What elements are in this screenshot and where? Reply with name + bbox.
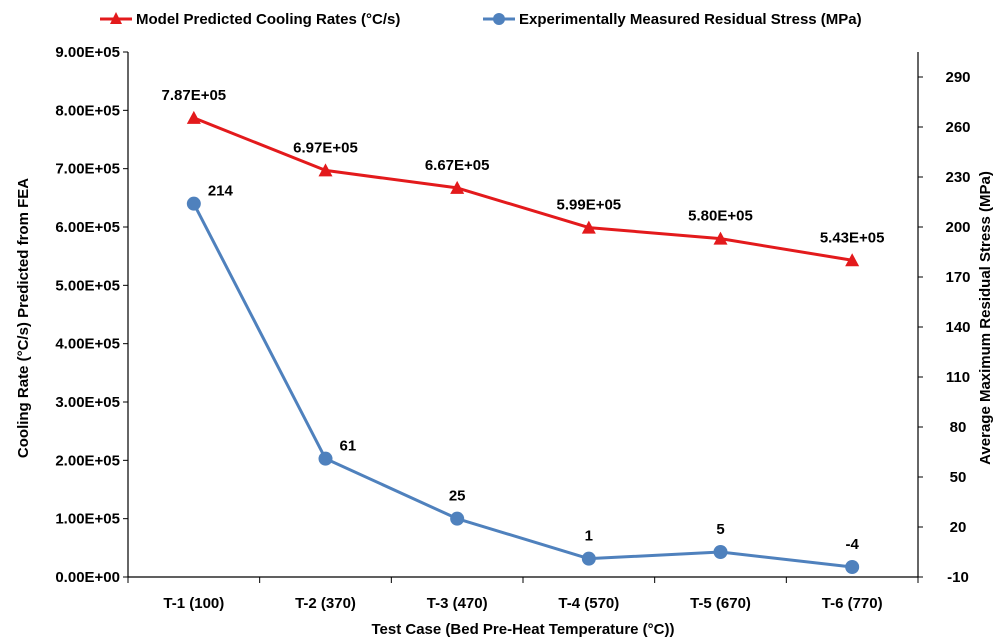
right-axis-ticks: -10 20 50 80 110 140 170 200 230 260 290 bbox=[918, 69, 971, 586]
left-tick-label: 0.00E+00 bbox=[55, 569, 120, 586]
legend-marker-circle bbox=[493, 13, 505, 25]
residual-stress-data-label: 214 bbox=[208, 183, 234, 200]
x-tick-label: T-1 (100) bbox=[163, 595, 224, 612]
legend-label-residual-stress: Experimentally Measured Residual Stress … bbox=[519, 11, 862, 28]
x-tick-label: T-3 (470) bbox=[427, 595, 488, 612]
x-tick-label: T-5 (670) bbox=[690, 595, 751, 612]
x-tick-label: T-2 (370) bbox=[295, 595, 356, 612]
series-lines bbox=[192, 116, 853, 569]
residual-stress-data-label: -4 bbox=[845, 536, 859, 553]
right-tick-label: 50 bbox=[950, 469, 967, 486]
residual-stress-data-label: 1 bbox=[585, 528, 593, 545]
residual-stress-line bbox=[192, 202, 853, 569]
left-axis-title: Cooling Rate (°C/s) Predicted from FEA bbox=[15, 178, 32, 458]
right-tick-label: 170 bbox=[945, 269, 970, 286]
left-tick-label: 9.00E+05 bbox=[55, 44, 120, 61]
residual-stress-point bbox=[713, 545, 728, 559]
left-tick-label: 5.00E+05 bbox=[55, 277, 120, 294]
right-tick-label: 260 bbox=[945, 119, 970, 136]
left-tick-label: 2.00E+05 bbox=[55, 452, 120, 469]
cooling-rate-point bbox=[713, 231, 728, 245]
right-tick-label: -10 bbox=[947, 569, 969, 586]
left-tick-label: 6.00E+05 bbox=[55, 219, 120, 236]
cooling-rate-point bbox=[318, 163, 333, 177]
cooling-rate-point bbox=[581, 220, 596, 234]
x-tick-label: T-6 (770) bbox=[822, 595, 883, 612]
cooling-rate-line bbox=[193, 116, 853, 262]
residual-stress-data-label: 5 bbox=[716, 521, 724, 538]
x-axis-ticks: T-1 (100) T-2 (370) T-3 (470) T-4 (570) T-5 … bbox=[127, 577, 919, 612]
residual-stress-point bbox=[318, 451, 333, 466]
right-tick-label: 20 bbox=[950, 519, 967, 536]
legend-marker-triangle bbox=[110, 12, 122, 24]
left-tick-label: 4.00E+05 bbox=[55, 336, 120, 353]
right-tick-label: 290 bbox=[945, 69, 970, 86]
residual-stress-data-label: 61 bbox=[340, 438, 357, 455]
x-axis-title: Test Case (Bed Pre-Heat Temperature (°C)… bbox=[371, 621, 674, 638]
cooling-rate-data-label: 5.80E+05 bbox=[688, 208, 753, 225]
cooling-rate-data-label: 5.99E+05 bbox=[557, 197, 622, 214]
left-tick-label: 1.00E+05 bbox=[55, 511, 120, 528]
left-tick-label: 8.00E+05 bbox=[55, 102, 120, 119]
right-tick-label: 110 bbox=[946, 369, 970, 386]
right-axis-title: Average Maximum Residual Stress (MPa) bbox=[977, 171, 994, 465]
residual-stress-data-label: 25 bbox=[449, 488, 466, 505]
cooling-rate-point bbox=[845, 253, 860, 267]
cooling-rate-data-label: 6.67E+05 bbox=[425, 157, 490, 174]
residual-stress-point bbox=[845, 560, 860, 574]
left-tick-label: 3.00E+05 bbox=[55, 394, 120, 411]
right-tick-label: 140 bbox=[945, 319, 970, 336]
right-tick-label: 80 bbox=[950, 419, 967, 436]
data-labels: 7.87E+05 6.97E+05 6.67E+05 5.99E+05 5.80E+05… bbox=[162, 87, 885, 553]
cooling-rate-point bbox=[186, 110, 201, 124]
x-tick-label: T-4 (570) bbox=[558, 595, 619, 612]
left-axis-ticks: 0.00E+00 1.00E+05 2.00E+05 3.00E+05 4.00E+05… bbox=[55, 44, 128, 586]
axes bbox=[127, 52, 919, 578]
residual-stress-point bbox=[450, 511, 465, 526]
legend: Model Predicted Cooling Rates (°C/s) Exp… bbox=[100, 11, 862, 28]
legend-label-cooling-rate: Model Predicted Cooling Rates (°C/s) bbox=[136, 11, 400, 28]
cooling-rate-point bbox=[450, 180, 465, 194]
cooling-rate-data-label: 6.97E+05 bbox=[293, 139, 358, 156]
right-tick-label: 230 bbox=[945, 169, 970, 186]
right-tick-label: 200 bbox=[945, 219, 970, 236]
residual-stress-point bbox=[581, 551, 596, 566]
cooling-rate-data-label: 5.43E+05 bbox=[820, 229, 885, 246]
left-tick-label: 7.00E+05 bbox=[55, 161, 120, 178]
cooling-rate-data-label: 7.87E+05 bbox=[162, 87, 227, 104]
residual-stress-point bbox=[186, 196, 201, 211]
series-markers bbox=[186, 110, 860, 574]
